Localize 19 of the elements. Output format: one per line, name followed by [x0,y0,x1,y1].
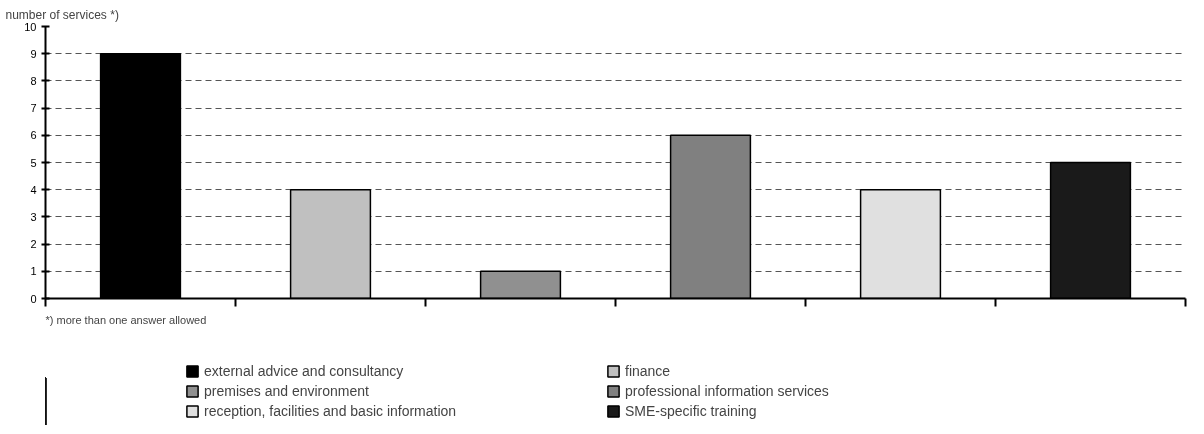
y-tick-label: 4 [30,183,37,196]
y-tick-label: 0 [30,292,37,305]
legend-label: reception, facilities and basic information [204,402,458,420]
y-tick-label: 5 [30,156,37,169]
legend-label: premises and environment [204,382,370,400]
legend-label: finance [625,362,672,380]
y-tick-label: 1 [30,265,37,278]
y-tick-label: 2 [30,238,37,251]
y-tick-label: 8 [30,74,37,87]
y-tick-label: 9 [30,47,37,60]
y-tick-label: 3 [30,210,37,223]
y-tick-label: 7 [30,102,37,115]
legend-label: external advice and consultancy [204,362,405,380]
y-tick-label: 10 [24,20,37,33]
y-tick-label: 6 [30,129,37,142]
legend-label: professional information services [625,382,830,400]
y-axis-title: number of services *) [5,7,119,22]
text: *) more than one answer allowed [45,313,207,326]
legend-label: SME-specific training [625,402,758,420]
